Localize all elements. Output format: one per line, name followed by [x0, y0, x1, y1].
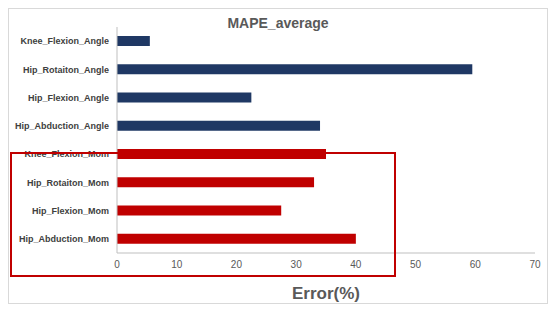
svg-text:60: 60 [470, 259, 482, 270]
svg-text:Error(%): Error(%) [292, 284, 360, 303]
svg-text:0: 0 [114, 259, 120, 270]
svg-text:Hip_Flexion_Angle: Hip_Flexion_Angle [28, 93, 109, 103]
svg-text:Hip_Rotaiton_Mom: Hip_Rotaiton_Mom [27, 178, 109, 188]
svg-text:50: 50 [410, 259, 422, 270]
html-text:MAPE_average: MAPE_average [227, 15, 329, 31]
svg-text:Knee_Flexion_Angle: Knee_Flexion_Angle [20, 36, 109, 46]
svg-text:40: 40 [350, 259, 362, 270]
svg-text:20: 20 [231, 259, 243, 270]
svg-text:Hip_Abduction_Mom: Hip_Abduction_Mom [19, 234, 109, 244]
svg-text:Hip_Flexion_Mom: Hip_Flexion_Mom [32, 206, 109, 216]
svg-text:30: 30 [291, 259, 303, 270]
svg-text:70: 70 [529, 259, 541, 270]
svg-text:Knee_Flexion_Mom: Knee_Flexion_Mom [24, 149, 109, 159]
svg-text:10: 10 [171, 259, 183, 270]
svg-text:Hip_Rotaiton_Angle: Hip_Rotaiton_Angle [23, 65, 109, 75]
svg-text:Hip_Abduction_Angle: Hip_Abduction_Angle [15, 121, 109, 131]
